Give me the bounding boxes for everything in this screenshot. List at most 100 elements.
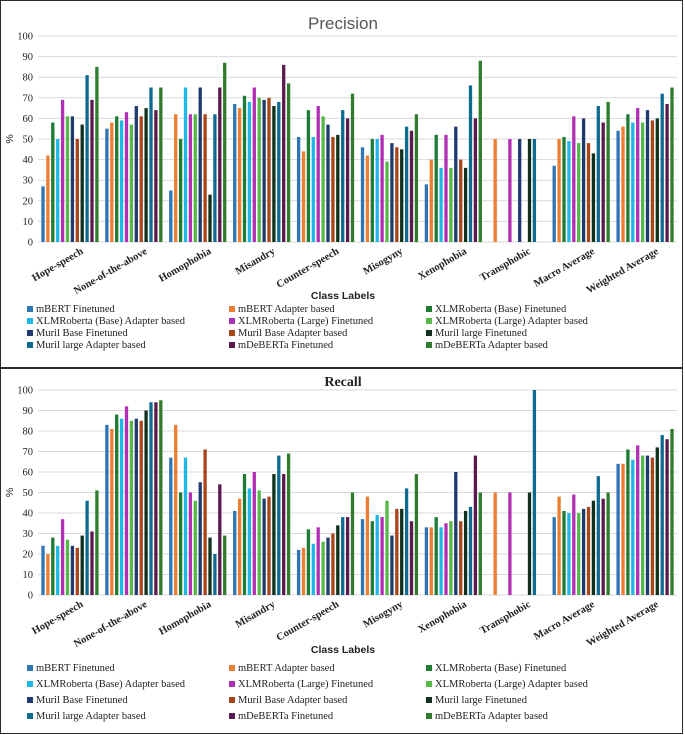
recall-bar-weighted-average-muril-large-finetuned [655, 447, 659, 595]
recall-legend-swatch-xlmroberta-base-adapter-based [27, 681, 33, 687]
precision-legend-swatch-xlmroberta-base-adapter-based [27, 318, 33, 324]
recall-bar-hope-speech-muril-large-finetuned [80, 535, 84, 595]
precision-legend-swatch-mdeberta-finetuned [229, 342, 235, 348]
precision-x-tick-label: Xenophobia [416, 246, 469, 283]
recall-bar-hope-speech-muril-base-adapter-based [75, 547, 79, 595]
recall-bar-weighted-average-mdeberta-adapter-based [670, 428, 674, 595]
precision-bar-none-of-the-above-mdeberta-finetuned [154, 110, 158, 242]
precision-x-tick-label: Transphobic [478, 246, 533, 284]
recall-legend-label-xlmroberta-large-adapter-based: XLMRoberta (Large) Adapter based [435, 679, 589, 690]
recall-bar-macro-average-mdeberta-finetuned [601, 498, 605, 595]
recall-bar-none-of-the-above-muril-large-finetuned [144, 410, 148, 595]
precision-legend-swatch-xlmroberta-base-finetuned [426, 306, 432, 312]
precision-bar-xenophobia-muril-base-adapter-based [459, 159, 463, 242]
recall-bar-hope-speech-muril-large-adapter-based [85, 500, 89, 595]
recall-x-tick-label: Misogyny [362, 599, 406, 631]
precision-bar-weighted-average-muril-large-adapter-based [660, 93, 664, 243]
precision-bar-transphobic-xlmroberta-large-finetuned [508, 139, 512, 242]
recall-bar-macro-average-mdeberta-adapter-based [606, 492, 610, 595]
recall-bar-none-of-the-above-xlmroberta-base-adapter-based [119, 418, 124, 595]
recall-bar-counter-speech-mbert-finetuned [296, 549, 301, 595]
recall-x-tick-label: Hope-speech [30, 599, 85, 637]
precision-bar-counter-speech-muril-large-finetuned [336, 134, 340, 242]
recall-legend-label-mdeberta-finetuned: mDeBERTa Finetuned [238, 711, 334, 722]
recall-chart: Recall 0 10 20 30 40 50 60 70 80 90 100% Hope-speech… [4, 375, 677, 722]
precision-legend-label-mbert-finetuned: mBERT Finetuned [36, 304, 116, 315]
precision-legend-label-muril-large-adapter-based: Muril large Adapter based [36, 340, 146, 351]
recall-bar-misogyny-mdeberta-finetuned [409, 521, 414, 595]
recall-bar-weighted-average-muril-large-adapter-based [660, 435, 664, 595]
precision-y-tick-label: 30 [23, 176, 34, 187]
precision-legend-swatch-muril-base-finetuned [27, 330, 33, 336]
recall-y-tick-label: 0 [28, 591, 33, 602]
recall-bar-hope-speech-xlmroberta-large-finetuned [60, 519, 65, 595]
recall-y-tick-label: 20 [23, 550, 34, 561]
precision-legend-swatch-muril-large-adapter-based [27, 342, 33, 348]
precision-bar-misandry-mbert-finetuned [233, 103, 237, 242]
precision-x-tick-label: Homophobia [157, 246, 214, 285]
recall-legend-swatch-mbert-finetuned [27, 665, 33, 671]
precision-bar-misandry-mdeberta-adapter-based [286, 83, 291, 242]
recall-legend-swatch-xlmroberta-large-finetuned [229, 681, 235, 687]
recall-bar-xenophobia-xlmroberta-base-adapter-based [439, 527, 443, 595]
precision-bar-counter-speech-xlmroberta-base-finetuned [306, 110, 311, 242]
recall-y-tick-label: 80 [23, 427, 34, 438]
precision-bar-counter-speech-mbert-adapter-based [301, 151, 306, 242]
precision-bar-xenophobia-muril-large-finetuned [463, 167, 468, 242]
precision-bar-hope-speech-xlmroberta-large-finetuned [60, 99, 65, 242]
precision-bar-hope-speech-muril-large-adapter-based [85, 75, 89, 242]
precision-bar-weighted-average-mbert-finetuned [616, 130, 620, 242]
precision-bar-weighted-average-mbert-adapter-based [621, 126, 625, 242]
precision-bar-homophobia-muril-large-adapter-based [213, 114, 217, 242]
recall-bar-none-of-the-above-muril-large-adapter-based [149, 402, 153, 595]
precision-bar-weighted-average-muril-base-adapter-based [650, 120, 655, 242]
recall-bar-xenophobia-mdeberta-finetuned [473, 455, 478, 595]
precision-bar-macro-average-mbert-finetuned [552, 165, 556, 242]
recall-legend-swatch-muril-large-finetuned [426, 697, 432, 703]
recall-x-axis-title: Class Labels [311, 644, 375, 656]
recall-bar-macro-average-xlmroberta-base-finetuned [562, 510, 566, 595]
precision-bar-xenophobia-muril-base-finetuned [454, 126, 458, 242]
precision-bar-hope-speech-xlmroberta-base-adapter-based [56, 139, 60, 242]
precision-bar-misogyny-xlmroberta-base-finetuned [370, 139, 374, 242]
precision-bar-misandry-xlmroberta-base-adapter-based [247, 101, 252, 242]
precision-bar-transphobic-mbert-adapter-based [493, 139, 497, 242]
precision-bar-none-of-the-above-xlmroberta-base-finetuned [115, 116, 119, 242]
precision-bar-transphobic-muril-large-adapter-based [532, 139, 537, 242]
recall-bar-misandry-xlmroberta-large-adapter-based [257, 490, 261, 595]
precision-bar-none-of-the-above-mbert-adapter-based [110, 122, 114, 242]
recall-bar-weighted-average-xlmroberta-large-finetuned [636, 445, 640, 595]
recall-bar-misogyny-mbert-adapter-based [365, 496, 370, 595]
recall-y-tick-label: 70 [23, 447, 34, 458]
recall-bar-none-of-the-above-mbert-adapter-based [110, 428, 114, 595]
precision-legend-label-muril-base-finetuned: Muril Base Finetuned [36, 328, 128, 339]
precision-y-tick-label: 70 [23, 93, 34, 104]
recall-bar-none-of-the-above-mdeberta-adapter-based [159, 400, 163, 595]
recall-legend-swatch-mdeberta-adapter-based [426, 713, 432, 719]
recall-bar-macro-average-muril-base-adapter-based [586, 506, 591, 595]
precision-bar-counter-speech-muril-base-adapter-based [331, 136, 335, 242]
recall-bar-counter-speech-muril-large-adapter-based [341, 517, 345, 595]
precision-bar-homophobia-mbert-adapter-based [174, 114, 178, 242]
recall-bar-hope-speech-mdeberta-adapter-based [95, 490, 99, 595]
precision-bar-xenophobia-muril-large-adapter-based [468, 85, 473, 242]
recall-bar-homophobia-muril-large-finetuned [208, 537, 212, 595]
precision-bar-weighted-average-xlmroberta-large-finetuned [636, 108, 640, 242]
recall-bar-misandry-xlmroberta-large-finetuned [252, 472, 256, 595]
recall-legend-swatch-muril-base-adapter-based [229, 697, 235, 703]
precision-y-tick-label: 100 [17, 32, 33, 43]
precision-bar-weighted-average-xlmroberta-large-adapter-based [640, 122, 645, 242]
precision-bar-homophobia-xlmroberta-large-finetuned [188, 114, 193, 242]
recall-bar-misogyny-muril-large-finetuned [400, 508, 404, 595]
precision-bar-xenophobia-xlmroberta-large-finetuned [444, 134, 448, 242]
precision-bar-counter-speech-mbert-finetuned [296, 136, 301, 242]
precision-bar-weighted-average-muril-large-finetuned [655, 118, 659, 242]
recall-bar-homophobia-xlmroberta-base-finetuned [178, 492, 183, 595]
precision-chart-panel: Precision 0 10 20 30 40 50 60 70 80 90 100% Hope-spe… [0, 0, 683, 368]
recall-bar-hope-speech-xlmroberta-base-adapter-based [56, 545, 60, 595]
recall-chart-title: Recall [324, 375, 361, 390]
recall-bar-hope-speech-xlmroberta-base-finetuned [51, 537, 55, 595]
recall-bar-macro-average-mbert-finetuned [552, 517, 556, 595]
precision-bar-homophobia-xlmroberta-base-finetuned [178, 139, 183, 242]
precision-bar-macro-average-mdeberta-finetuned [601, 122, 605, 242]
